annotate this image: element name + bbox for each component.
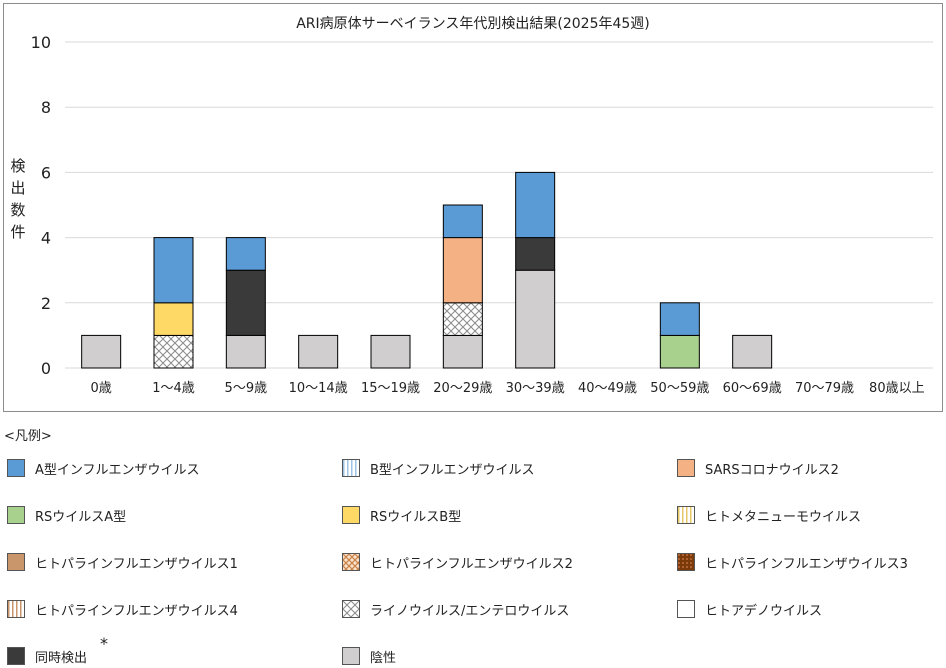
y-axis-label-char: 件 [10,223,25,241]
bar-segment-codetect [225,269,266,336]
bar-segment-rhino [442,302,483,336]
y-tick-label: 8 [41,98,51,117]
bar-segment-rsa [659,334,700,369]
bar-segment-sars [442,237,483,304]
legend-label: ヒトアデノウイルス [705,603,823,619]
chart: ARI病原体サーベイランス年代別検出結果(2025年45週) 0 2 4 6 8 10 検… [10,16,933,396]
y-tick-label: 10 [31,33,51,52]
legend-label: ヒトパラインフルエンザウイルス1 [35,556,238,572]
legend-item: ライノウイルス/エンテロウイルス [342,597,569,621]
x-tick-label: 1～4歳 [152,381,195,396]
bar-segment-negative [81,334,122,369]
bar-segment-fluA [225,237,266,271]
bar-segment-fluA [153,237,194,304]
x-tick-label: 50～59歳 [650,381,709,396]
bar-segment-codetect [515,237,556,271]
legend-swatch-hmpv [677,506,695,524]
legend-swatch-piv4 [7,600,25,618]
y-axis-label-char: 数 [10,201,25,219]
legend-label: RSウイルスA型 [35,509,127,525]
legend-swatch-rhino [342,600,360,618]
legend-item: B型インフルエンザウイルス [342,456,535,480]
legend-label: ヒトパラインフルエンザウイルス4 [35,603,238,619]
bar-segment-negative [515,269,556,369]
x-tick-label: 70～79歳 [795,381,854,396]
legend-swatch-piv3 [677,553,695,571]
legend-item: 同時検出 [7,644,87,668]
legend-label: 同時検出 [35,650,88,666]
legend-swatch-fluA [7,459,25,477]
y-tick-label: 0 [41,359,51,378]
y-tick-label: 6 [41,163,51,182]
bar-segment-fluA [515,171,556,239]
legend-swatch-piv1 [7,553,25,571]
legend-swatch-piv2 [342,553,360,571]
x-tick-label: 20～29歳 [433,381,492,396]
legend-swatch-negative [342,647,360,665]
bar-segment-negative [732,334,773,369]
bar-segment-rhino [153,334,194,369]
y-axis-label-char: 出 [10,179,25,197]
legend-item: RSウイルスA型 [7,503,126,527]
x-tick-label: 15～19歳 [361,381,420,396]
legend-label: ヒトパラインフルエンザウイルス3 [705,556,908,572]
x-tick-label: 80歳以上 [869,381,925,396]
bars [81,171,773,369]
legend-label: SARSコロナウイルス2 [705,462,839,478]
x-axis-ticks: 0歳 1～4歳 5～9歳 10～14歳 15～19歳 20～29歳 30～39歳 40～49歳… [91,381,925,396]
bar-segment-negative [298,334,339,369]
x-tick-label: 40～49歳 [578,381,637,396]
legend-swatch-codetect [7,647,25,665]
x-tick-label: 5～9歳 [225,381,268,396]
bar-segment-fluA [659,302,700,336]
x-tick-label: 0歳 [91,381,112,396]
legend-item: ヒトメタニューモウイルス [677,503,861,527]
bar-segment-fluA [442,204,483,239]
bar-segment-negative [225,334,266,369]
legend-label: ヒトパラインフルエンザウイルス2 [370,556,573,572]
codetect-asterisk: * [100,634,108,653]
x-tick-label: 10～14歳 [289,381,348,396]
gridlines [65,41,933,369]
legend-item: A型インフルエンザウイルス [7,456,200,480]
legend-swatch-rsb [342,506,360,524]
legend-item: 陰性 [342,644,396,668]
chart-frame [3,3,943,412]
legend-label: ライノウイルス/エンテロウイルス [370,603,570,619]
legend-swatch-fluB [342,459,360,477]
legend-item: ヒトアデノウイルス [677,597,822,621]
x-tick-label: 60～69歳 [723,381,782,396]
bar-segment-negative [370,334,411,369]
y-axis-label-char: 検 [10,157,25,175]
legend-label: 陰性 [370,650,397,666]
legend-item: RSウイルスB型 [342,503,461,527]
bar-segment-rsb [153,302,194,336]
x-tick-label: 30～39歳 [506,381,565,396]
legend-item: ヒトパラインフルエンザウイルス2 [342,550,573,574]
y-tick-label: 4 [41,229,51,248]
legend-item: ヒトパラインフルエンザウイルス4 [7,597,238,621]
y-tick-label: 2 [41,294,51,313]
bar-segment-negative [442,334,483,369]
legend-label: A型インフルエンザウイルス [35,462,200,478]
legend-swatch-adeno [677,600,695,618]
legend-swatch-sars [677,459,695,477]
legend-label: ヒトメタニューモウイルス [705,509,862,525]
legend-label: RSウイルスB型 [370,509,462,525]
legend-swatch-rsa [7,506,25,524]
legend-item: ヒトパラインフルエンザウイルス1 [7,550,238,574]
chart-title: ARI病原体サーベイランス年代別検出結果(2025年45週) [296,16,650,32]
legend-item: ヒトパラインフルエンザウイルス3 [677,550,908,574]
legend-item: SARSコロナウイルス2 [677,456,839,480]
legend-label: B型インフルエンザウイルス [370,462,535,478]
legend-heading: <凡例> [4,429,52,444]
y-axis-ticks: 0 2 4 6 8 10 [31,33,51,378]
